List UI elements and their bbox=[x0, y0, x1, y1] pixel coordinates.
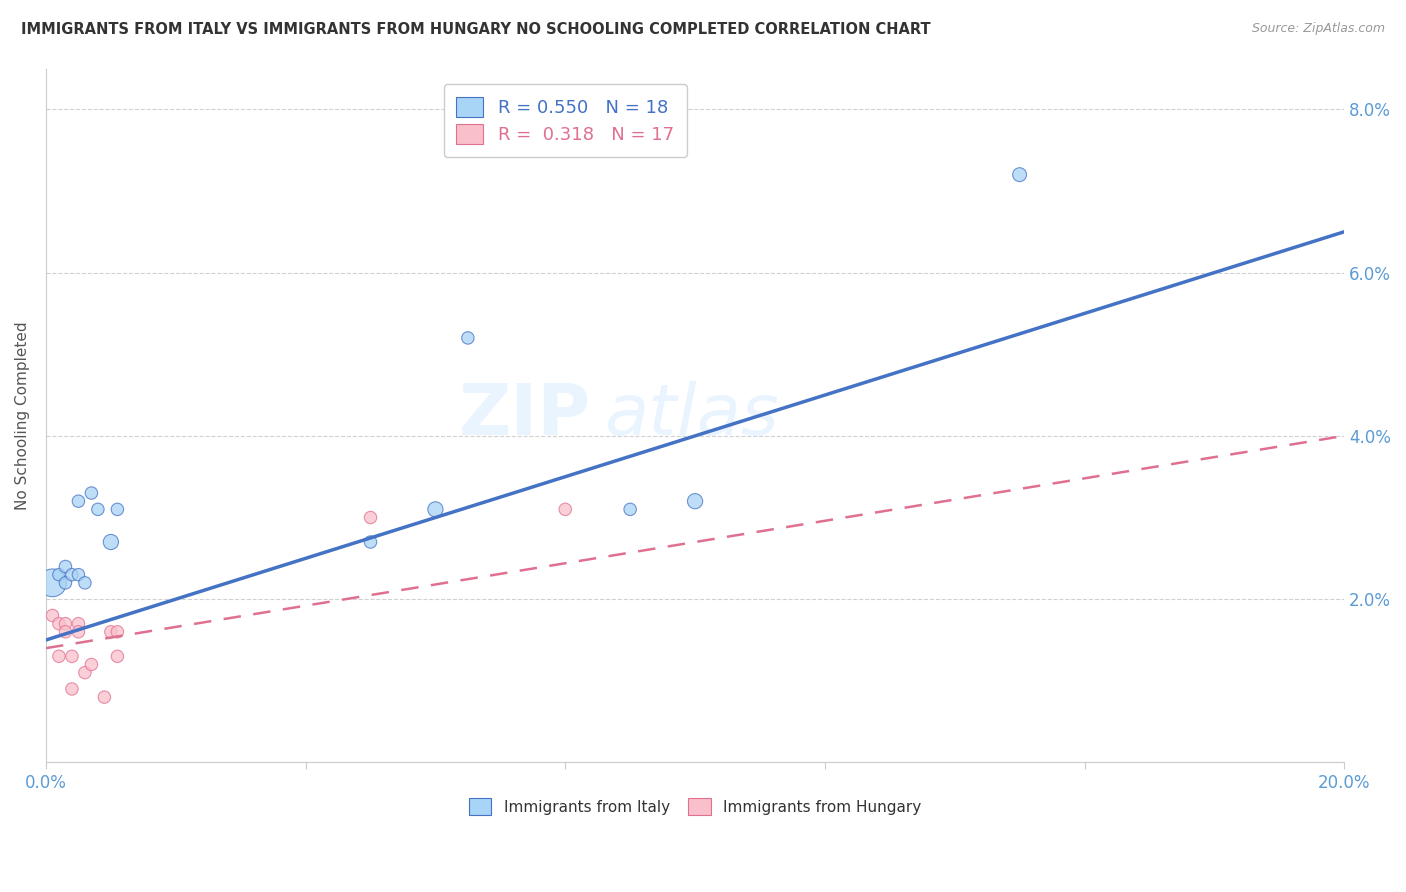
Point bbox=[55, 559, 77, 574]
Point bbox=[105, 624, 128, 639]
Text: ZIP: ZIP bbox=[458, 381, 591, 450]
Point bbox=[100, 624, 122, 639]
Point bbox=[73, 575, 96, 590]
Point bbox=[67, 567, 90, 582]
Point bbox=[67, 494, 90, 508]
Point bbox=[55, 616, 77, 631]
Point bbox=[73, 665, 96, 680]
Point bbox=[60, 567, 83, 582]
Point bbox=[48, 567, 70, 582]
Point bbox=[48, 649, 70, 664]
Point bbox=[80, 657, 103, 672]
Point bbox=[100, 535, 122, 549]
Point bbox=[55, 624, 77, 639]
Point bbox=[80, 486, 103, 500]
Text: atlas: atlas bbox=[605, 381, 779, 450]
Point bbox=[360, 510, 382, 524]
Point bbox=[105, 649, 128, 664]
Point bbox=[554, 502, 576, 516]
Point bbox=[41, 608, 63, 623]
Point bbox=[360, 535, 382, 549]
Point bbox=[619, 502, 641, 516]
Point bbox=[60, 681, 83, 696]
Legend: Immigrants from Italy, Immigrants from Hungary: Immigrants from Italy, Immigrants from H… bbox=[460, 789, 931, 824]
Point bbox=[48, 616, 70, 631]
Text: IMMIGRANTS FROM ITALY VS IMMIGRANTS FROM HUNGARY NO SCHOOLING COMPLETED CORRELAT: IMMIGRANTS FROM ITALY VS IMMIGRANTS FROM… bbox=[21, 22, 931, 37]
Point bbox=[55, 575, 77, 590]
Point bbox=[41, 575, 63, 590]
Point bbox=[93, 690, 115, 705]
Point bbox=[60, 649, 83, 664]
Point bbox=[457, 331, 479, 345]
Point bbox=[425, 502, 447, 516]
Point bbox=[683, 494, 706, 508]
Point bbox=[105, 502, 128, 516]
Point bbox=[87, 502, 110, 516]
Point bbox=[67, 624, 90, 639]
Text: Source: ZipAtlas.com: Source: ZipAtlas.com bbox=[1251, 22, 1385, 36]
Point bbox=[1008, 168, 1031, 182]
Point bbox=[67, 616, 90, 631]
Y-axis label: No Schooling Completed: No Schooling Completed bbox=[15, 321, 30, 510]
